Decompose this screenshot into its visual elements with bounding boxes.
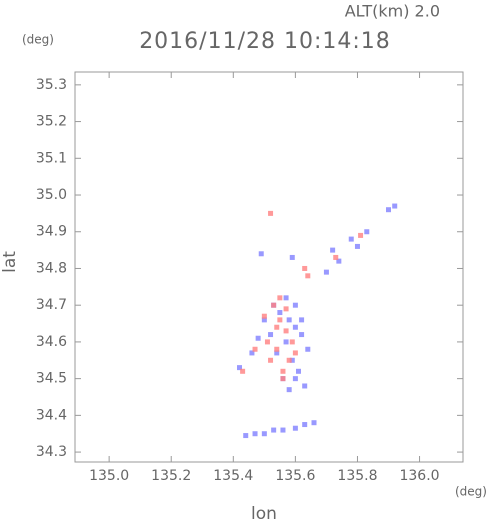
radar-cell	[283, 339, 289, 345]
radar-cell	[268, 210, 274, 216]
radar-cell	[264, 339, 270, 345]
radar-cell	[255, 335, 261, 341]
radar-cell	[286, 317, 292, 323]
y-tick-label: 35.0	[36, 187, 67, 203]
radar-cell	[240, 368, 246, 374]
radar-cell	[280, 376, 286, 382]
radar-cell	[333, 254, 339, 260]
altitude-label: ALT(km) 2.0	[345, 2, 440, 21]
radar-cell	[274, 350, 280, 356]
radar-cell	[392, 203, 398, 209]
x-tick-label: 135.0	[89, 468, 129, 484]
radar-cell	[299, 317, 305, 323]
radar-cell	[323, 269, 329, 275]
y-tick-label: 34.8	[36, 260, 67, 276]
y-tick-label: 34.7	[36, 297, 67, 313]
radar-cell	[348, 236, 354, 242]
radar-cell	[358, 232, 364, 238]
radar-cell	[243, 433, 249, 439]
x-tick-label: 136.0	[399, 468, 439, 484]
y-tick-label: 34.5	[36, 371, 67, 387]
radar-cell	[292, 376, 298, 382]
radar-cell	[292, 324, 298, 330]
radar-cell	[277, 295, 283, 301]
radar-cell	[302, 422, 308, 428]
radar-cell	[249, 350, 255, 356]
radar-cell	[261, 313, 267, 319]
radar-cell	[271, 302, 277, 308]
radar-cell	[277, 317, 283, 323]
radar-cell	[268, 357, 274, 363]
radar-cell	[292, 425, 298, 431]
radar-cell	[292, 302, 298, 308]
radar-cell	[302, 265, 308, 271]
radar-cell	[280, 368, 286, 374]
radar-cell	[336, 258, 342, 264]
radar-cell	[302, 383, 308, 389]
radar-cell	[289, 339, 295, 345]
radar-cell	[286, 357, 292, 363]
radar-cell	[274, 324, 280, 330]
radar-cell	[283, 295, 289, 301]
radar-cell	[268, 332, 274, 338]
radar-cell	[286, 387, 292, 393]
radar-cell	[354, 243, 360, 249]
radar-cell	[330, 247, 336, 253]
y-tick-label: 34.6	[36, 334, 67, 350]
radar-cell	[305, 273, 311, 279]
x-tick-label: 135.2	[151, 468, 191, 484]
y-axis-label: lat	[0, 251, 20, 273]
y-tick-label: 35.2	[36, 114, 67, 130]
x-tick-label: 135.8	[337, 468, 377, 484]
radar-cell	[386, 207, 392, 213]
radar-cell	[299, 332, 305, 338]
radar-cell	[295, 368, 301, 374]
radar-cell	[311, 420, 317, 426]
x-unit: (deg)	[455, 485, 487, 499]
radar-cell	[289, 357, 295, 363]
radar-cell	[261, 317, 267, 323]
y-tick-label: 34.3	[36, 444, 67, 460]
x-tick-label: 135.4	[213, 468, 253, 484]
radar-cell	[271, 427, 277, 433]
radar-cell	[305, 346, 311, 352]
y-tick-label: 34.4	[36, 407, 67, 423]
y-unit: (deg)	[22, 33, 54, 47]
y-tick-label: 35.1	[36, 150, 67, 166]
radar-cell	[252, 431, 258, 437]
radar-cell	[280, 427, 286, 433]
radar-cell	[258, 251, 264, 257]
radar-cell	[261, 431, 267, 437]
y-tick-label: 34.9	[36, 224, 67, 240]
x-axis-label: lon	[251, 504, 277, 521]
y-tick-label: 35.3	[36, 77, 67, 93]
radar-cell	[292, 350, 298, 356]
radar-cell	[252, 346, 258, 352]
plot-frame	[74, 71, 464, 463]
radar-cell	[283, 306, 289, 312]
radar-cell	[237, 365, 243, 371]
radar-cell	[364, 229, 370, 235]
radar-cell	[277, 310, 283, 316]
radar-cell	[283, 328, 289, 334]
chart-title: 2016/11/28 10:14:18	[139, 29, 391, 54]
radar-cell	[289, 254, 295, 260]
radar-cell	[274, 346, 280, 352]
x-tick-label: 135.6	[275, 468, 315, 484]
